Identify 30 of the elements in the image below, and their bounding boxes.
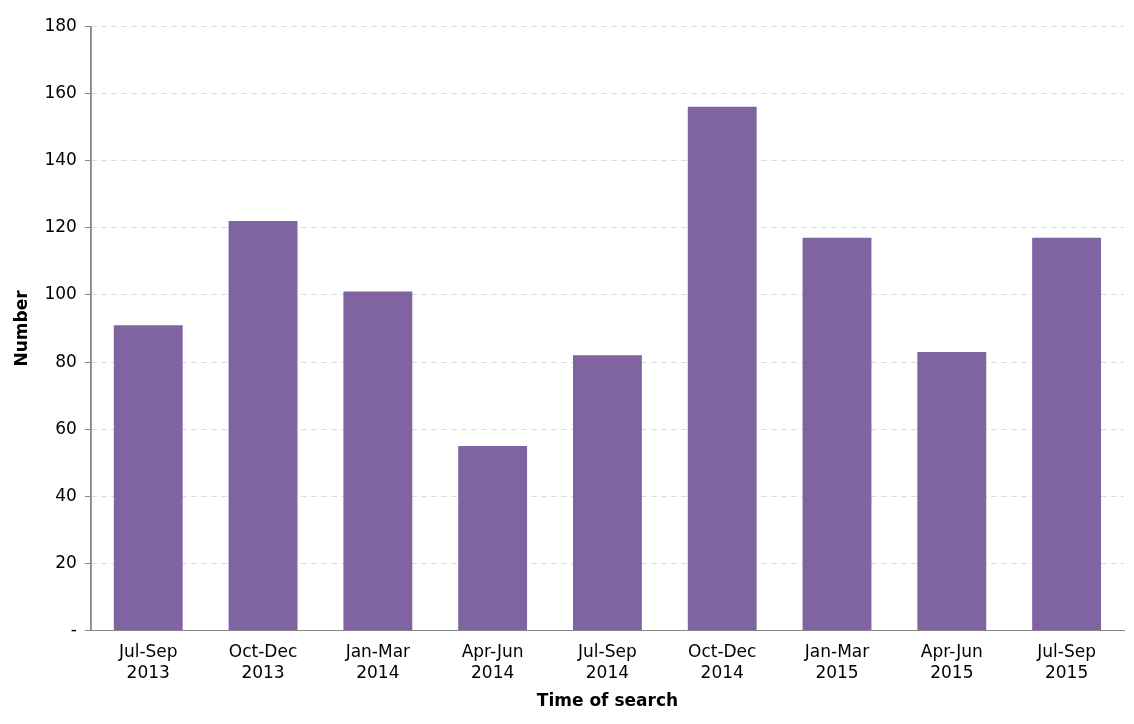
- y-tick-label: 180: [44, 14, 77, 35]
- bar: [1032, 237, 1102, 631]
- x-tick-label: Jul-Sep 2014: [577, 641, 637, 682]
- y-tick-label: 140: [44, 148, 77, 169]
- y-tick-label: 20: [55, 552, 77, 573]
- bar: [917, 352, 987, 631]
- x-tick-label: Apr-Jun 2014: [461, 641, 524, 682]
- x-tick-label: Oct-Dec 2013: [228, 641, 298, 682]
- y-axis-title: Number: [10, 289, 31, 367]
- x-tick-label: Jul-Sep 2013: [117, 641, 178, 682]
- bar: [802, 237, 872, 631]
- y-tick-label: -: [70, 619, 77, 640]
- x-tick-label: Oct-Dec 2014: [688, 641, 757, 682]
- y-tick-label: 100: [44, 283, 77, 304]
- x-tick-label: Apr-Jun 2015: [920, 641, 983, 682]
- bar: [458, 446, 528, 631]
- x-tick-label: Jan-Mar 2015: [803, 641, 870, 682]
- y-tick-label: 120: [44, 216, 77, 237]
- x-axis-title: Time of search: [536, 690, 679, 711]
- bar: [687, 106, 757, 631]
- bar: [228, 221, 298, 631]
- x-tick-label: Jan-Mar 2014: [344, 641, 411, 682]
- y-tick-label: 40: [55, 484, 77, 505]
- bar: [343, 291, 413, 631]
- y-tick-label: 160: [44, 81, 77, 102]
- y-tick-label: 60: [55, 417, 77, 438]
- x-tick-label: Jul-Sep 2015: [1036, 641, 1096, 682]
- bar: [113, 325, 183, 631]
- y-tick-label: 80: [55, 350, 77, 371]
- bar: [572, 355, 642, 631]
